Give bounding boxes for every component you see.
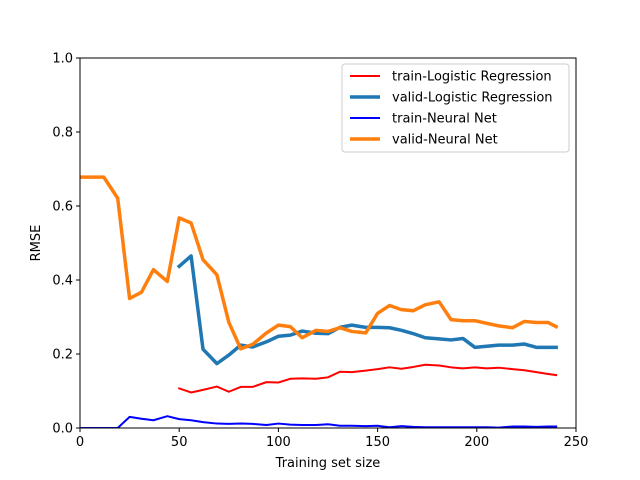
- x-tick-label: 250: [564, 435, 589, 450]
- plot-frame: [79, 57, 577, 429]
- x-tick-label: 100: [266, 435, 291, 450]
- series-line-valid-neural-net: [80, 175, 559, 351]
- y-axis: 0.0 0.2 0.4 0.6 0.8 1.0: [52, 52, 80, 437]
- y-tick-label: 0.8: [52, 126, 73, 141]
- series-layer: [80, 175, 559, 428]
- y-tick-label: 0.0: [52, 422, 73, 437]
- x-tick-label: 0: [76, 435, 84, 450]
- y-tick-label: 0.6: [52, 200, 73, 215]
- series-line-train-logistic-regression: [177, 363, 558, 394]
- legend-label-train-neural-net: train-Neural Net: [392, 112, 497, 127]
- x-axis: 0 50 100 150 200 250: [76, 428, 589, 450]
- y-tick-label: 1.0: [52, 52, 73, 67]
- series-line-valid-logistic-regression: [176, 254, 558, 366]
- y-tick-label: 0.2: [52, 348, 73, 363]
- legend-label-valid-logistic-regression: valid-Logistic Regression: [392, 91, 553, 106]
- legend: train-Logistic Regression valid-Logistic …: [341, 63, 570, 153]
- legend-label-valid-neural-net: valid-Neural Net: [392, 133, 498, 148]
- legend-label-train-logistic-regression: train-Logistic Regression: [392, 70, 552, 85]
- x-tick-label: 200: [464, 435, 489, 450]
- x-tick-label: 50: [171, 435, 188, 450]
- y-tick-label: 0.4: [52, 274, 73, 289]
- x-tick-label: 150: [365, 435, 390, 450]
- legend-box: [341, 63, 570, 153]
- y-axis-label: RMSE: [29, 225, 44, 262]
- x-axis-label: Training set size: [275, 456, 381, 471]
- series-line-train-neural-net: [80, 415, 558, 428]
